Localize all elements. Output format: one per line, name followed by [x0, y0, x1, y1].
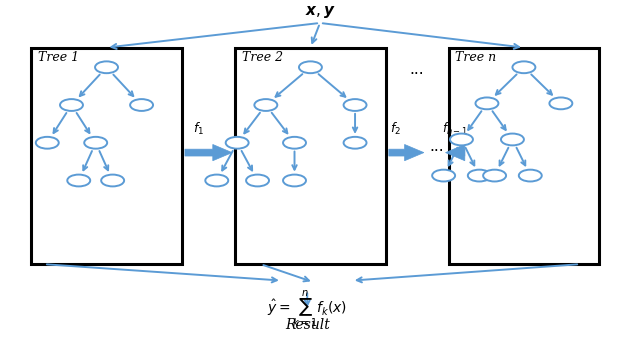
Circle shape	[450, 134, 473, 145]
Text: Tree 1: Tree 1	[38, 51, 79, 64]
Text: $\boldsymbol{x, y}$: $\boldsymbol{x, y}$	[305, 4, 335, 20]
Circle shape	[283, 137, 306, 149]
Circle shape	[36, 137, 59, 149]
Circle shape	[283, 175, 306, 187]
Circle shape	[432, 170, 455, 181]
Circle shape	[101, 175, 124, 187]
FancyBboxPatch shape	[31, 48, 182, 264]
Text: $f_{n-1}$: $f_{n-1}$	[442, 121, 468, 137]
Circle shape	[513, 61, 536, 73]
Text: $\hat{y}=\sum_{k=1}^{n} f_k(x)$: $\hat{y}=\sum_{k=1}^{n} f_k(x)$	[268, 289, 348, 330]
Circle shape	[344, 99, 367, 111]
FancyBboxPatch shape	[236, 48, 386, 264]
Circle shape	[299, 61, 322, 73]
FancyBboxPatch shape	[449, 48, 599, 264]
Circle shape	[60, 99, 83, 111]
Circle shape	[344, 137, 367, 149]
Text: ...: ...	[429, 139, 444, 154]
FancyArrow shape	[445, 145, 465, 161]
Circle shape	[67, 175, 90, 187]
Text: Tree n: Tree n	[455, 51, 496, 64]
Circle shape	[226, 137, 248, 149]
Circle shape	[519, 170, 541, 181]
Circle shape	[246, 175, 269, 187]
Circle shape	[95, 61, 118, 73]
Circle shape	[549, 98, 572, 109]
FancyArrow shape	[389, 145, 424, 161]
Text: ...: ...	[410, 62, 424, 77]
Circle shape	[483, 170, 506, 181]
Circle shape	[84, 137, 107, 149]
Text: Tree 2: Tree 2	[242, 51, 283, 64]
Circle shape	[205, 175, 228, 187]
Circle shape	[476, 98, 499, 109]
FancyArrow shape	[185, 145, 232, 161]
Circle shape	[130, 99, 153, 111]
Text: $f_1$: $f_1$	[193, 121, 205, 137]
Circle shape	[501, 134, 524, 145]
Circle shape	[254, 99, 277, 111]
Circle shape	[468, 170, 491, 181]
Text: $f_2$: $f_2$	[390, 121, 401, 137]
Text: Result: Result	[285, 318, 330, 332]
